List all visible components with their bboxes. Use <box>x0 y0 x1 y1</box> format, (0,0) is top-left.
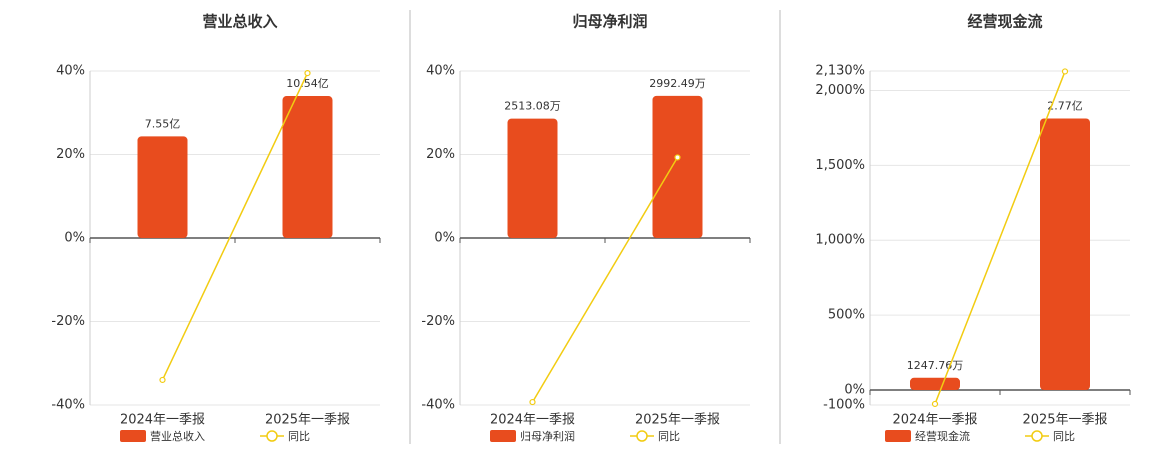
legend-point <box>1031 430 1043 442</box>
y-tick-label: -40% <box>51 398 85 413</box>
data-label: 7.55亿 <box>145 117 181 130</box>
bar <box>1040 118 1090 391</box>
x-tick-label: 2024年一季报 <box>892 413 977 428</box>
line-point <box>931 400 939 408</box>
y-tick-label: -20% <box>421 314 455 329</box>
y-tick-label: 0% <box>64 231 85 246</box>
y-tick-label: -20% <box>51 314 85 329</box>
y-tick-label: 2,000% <box>815 83 865 98</box>
y-tick-label: -100% <box>823 398 865 413</box>
y-tick-label: 40% <box>56 64 85 79</box>
bar <box>507 118 558 238</box>
y-tick-label: 20% <box>56 147 85 162</box>
legend-label: 同比 <box>1053 430 1075 443</box>
line-point <box>674 154 681 161</box>
data-label: 2.77亿 <box>1047 99 1083 112</box>
bar <box>652 95 703 238</box>
y-tick-label: -40% <box>421 398 455 413</box>
legend-label: 同比 <box>658 430 680 443</box>
y-tick-label: 2,130% <box>815 64 865 79</box>
y-tick-label: 40% <box>426 64 455 79</box>
legend-swatch <box>490 430 516 442</box>
y-tick-label: 1,000% <box>815 233 865 248</box>
legend-point <box>266 430 278 442</box>
legend-swatch <box>120 430 146 442</box>
y-tick-label: 0% <box>434 231 455 246</box>
bar <box>910 377 960 391</box>
line <box>161 72 309 381</box>
line-point <box>529 398 536 406</box>
x-tick-label: 2025年一季报 <box>635 413 720 428</box>
data-label: 2992.49万 <box>649 77 706 90</box>
y-tick-label: 500% <box>828 308 865 323</box>
legend-swatch <box>885 430 911 442</box>
x-tick-label: 2025年一季报 <box>1022 413 1107 428</box>
x-tick-label: 2024年一季报 <box>490 413 575 428</box>
data-label: 10.54亿 <box>286 77 329 90</box>
line <box>934 71 1066 405</box>
line-point <box>1061 68 1069 75</box>
line-point <box>304 69 311 77</box>
legend-label: 同比 <box>288 430 310 443</box>
bar <box>137 136 188 238</box>
line <box>531 157 679 403</box>
bar <box>282 96 333 238</box>
y-tick-label: 20% <box>426 147 455 162</box>
legend-point <box>636 430 648 442</box>
x-tick-label: 2025年一季报 <box>265 413 350 428</box>
x-tick-label: 2024年一季报 <box>120 413 205 428</box>
y-tick-label: 1,500% <box>815 158 865 173</box>
legend-label: 经营现金流 <box>915 429 970 443</box>
line-point <box>159 376 166 384</box>
chart-title: 营业总收入 <box>202 13 277 31</box>
data-label: 2513.08万 <box>504 100 561 113</box>
legend-label: 归母净利润 <box>520 429 575 443</box>
data-label: 1247.76万 <box>907 359 964 372</box>
legend-label: 营业总收入 <box>150 429 205 443</box>
chart-title: 经营现金流 <box>967 13 1042 31</box>
y-tick-label: 0% <box>844 383 865 398</box>
chart-title: 归母净利润 <box>572 13 647 31</box>
